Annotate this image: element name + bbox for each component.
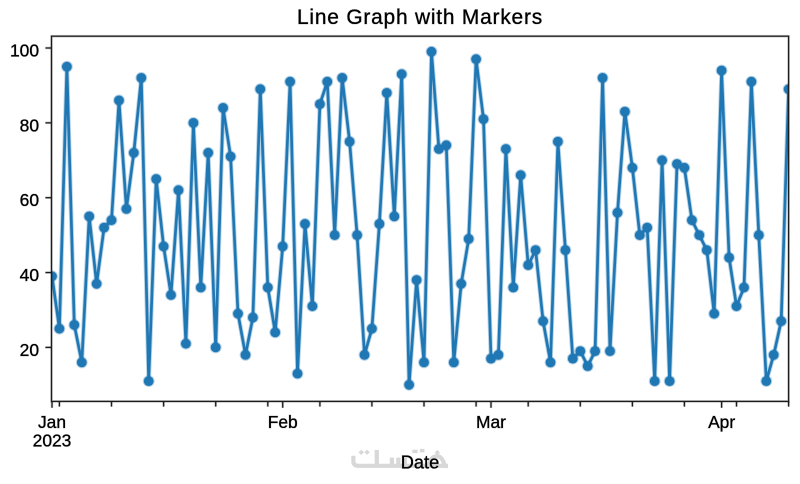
svg-text:Mar: Mar [476, 412, 506, 432]
svg-text:60: 60 [20, 190, 39, 210]
svg-text:80: 80 [20, 115, 39, 135]
svg-text:60: 60 [20, 190, 39, 210]
svg-text:20: 20 [20, 340, 39, 360]
svg-text:Line Graph with Markers: Line Graph with Markers [297, 6, 543, 29]
svg-text:Feb: Feb [268, 412, 298, 432]
svg-text:80: 80 [20, 115, 39, 135]
svg-text:Date: Date [401, 453, 439, 473]
svg-text:40: 40 [20, 265, 39, 285]
svg-text:Mar: Mar [476, 412, 506, 432]
svg-text:Apr: Apr [708, 412, 735, 432]
svg-text:Jan: Jan [38, 412, 66, 432]
svg-text:Line Graph with Markers: Line Graph with Markers [297, 6, 543, 29]
svg-text:Jan: Jan [38, 412, 66, 432]
svg-text:Apr: Apr [708, 412, 735, 432]
svg-text:2023: 2023 [33, 430, 72, 450]
svg-text:100: 100 [10, 40, 39, 60]
svg-text:Date: Date [401, 453, 439, 473]
svg-text:100: 100 [10, 40, 39, 60]
svg-text:20: 20 [20, 340, 39, 360]
svg-text:Feb: Feb [268, 412, 298, 432]
svg-text:2023: 2023 [33, 430, 72, 450]
svg-text:40: 40 [20, 265, 39, 285]
